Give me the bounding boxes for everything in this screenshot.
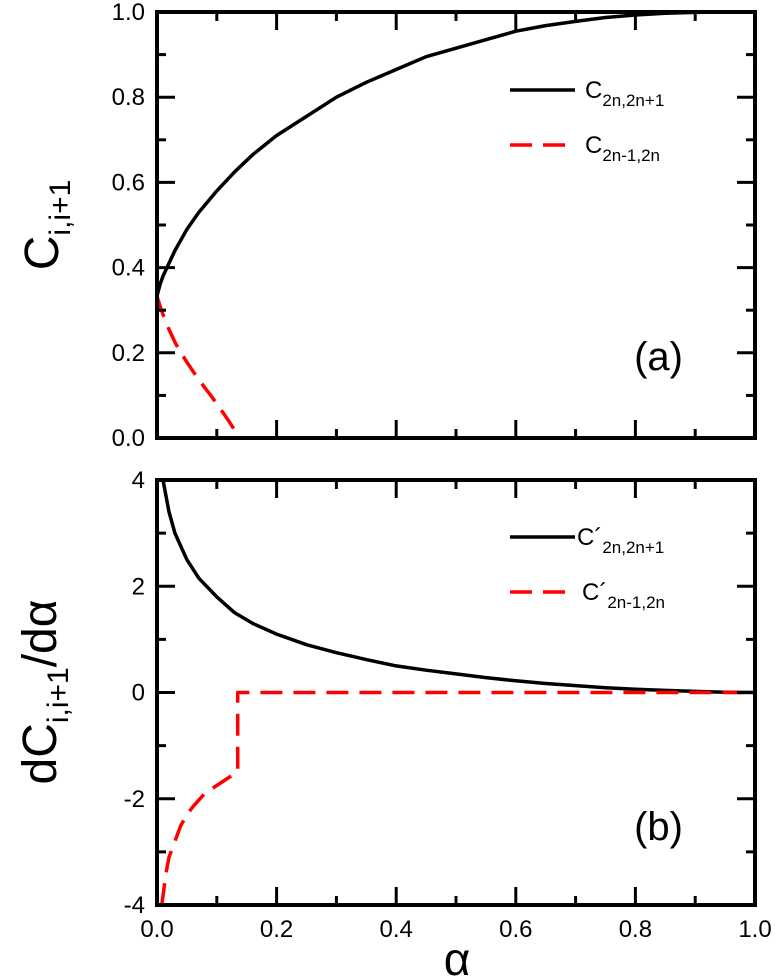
panel-b-xtick-label: 0.0 (140, 916, 173, 943)
legend-a-solid-label: C2n,2n+1 (585, 77, 664, 110)
panel-b-ylabel: dCi,i+1/dα (14, 599, 75, 784)
panel-b-ytick-label: -2 (124, 786, 145, 813)
panel-a-ticks (155, 10, 757, 440)
panel-a-ytick-label: 1.0 (112, 0, 145, 26)
panel-a-series-dashed-line (155, 295, 240, 439)
panel-b-series-dashed-line (160, 690, 755, 906)
panel-b-xtick-label: 0.4 (380, 916, 413, 943)
panel-b-tag: (b) (634, 805, 683, 849)
panel-a-ylabel: Ci,i+1 (16, 180, 77, 271)
panel-a-curves (155, 10, 755, 439)
legend-a-dashed-label: C2n-1,2n (585, 132, 660, 165)
panel-b-ticks (155, 478, 757, 907)
legend-b-dashed-label: C´2n-1,2n (582, 579, 665, 612)
panel-a-tag: (a) (634, 335, 683, 379)
panel-a: 0.0 0.2 0.4 0.6 0.8 1.0 Ci,i+1 (a) C2n,2n+1 C… (16, 0, 757, 452)
panel-b-xlabel: α (444, 933, 471, 979)
panel-b-ytick-label: 4 (132, 467, 145, 494)
panel-a-series-solid-line (155, 10, 755, 297)
panel-b-ytick-label: 0 (132, 680, 145, 707)
panel-a-legend: C2n,2n+1 C2n-1,2n (510, 77, 664, 165)
panel-b-xtick-label: 0.6 (499, 916, 532, 943)
panel-a-ytick-label: 0.0 (112, 425, 145, 452)
panel-b-ytick-labels: -4 -2 0 2 4 (124, 467, 145, 919)
panel-a-ytick-label: 0.2 (112, 340, 145, 367)
panel-b-curves (160, 479, 756, 906)
panel-b-xtick-label: 1.0 (738, 916, 771, 943)
panel-a-ytick-label: 0.8 (112, 84, 145, 111)
panel-a-ytick-labels: 0.0 0.2 0.4 0.6 0.8 1.0 (112, 0, 145, 452)
legend-b-solid-label: C´2n,2n+1 (577, 524, 664, 557)
panel-b-xtick-label: 0.2 (260, 916, 293, 943)
panel-b-ytick-label: -4 (124, 892, 145, 919)
panel-b-ytick-label: 2 (132, 573, 145, 600)
panel-b-xtick-label: 0.8 (619, 916, 652, 943)
panel-a-ytick-label: 0.4 (112, 255, 145, 282)
panel-b-series-solid-line (161, 479, 756, 695)
panel-a-ytick-label: 0.6 (112, 169, 145, 196)
panel-b-legend: C´2n,2n+1 C´2n-1,2n (510, 524, 665, 612)
panel-b-xtick-labels: 0.0 0.2 0.4 0.6 0.8 1.0 (140, 916, 771, 943)
